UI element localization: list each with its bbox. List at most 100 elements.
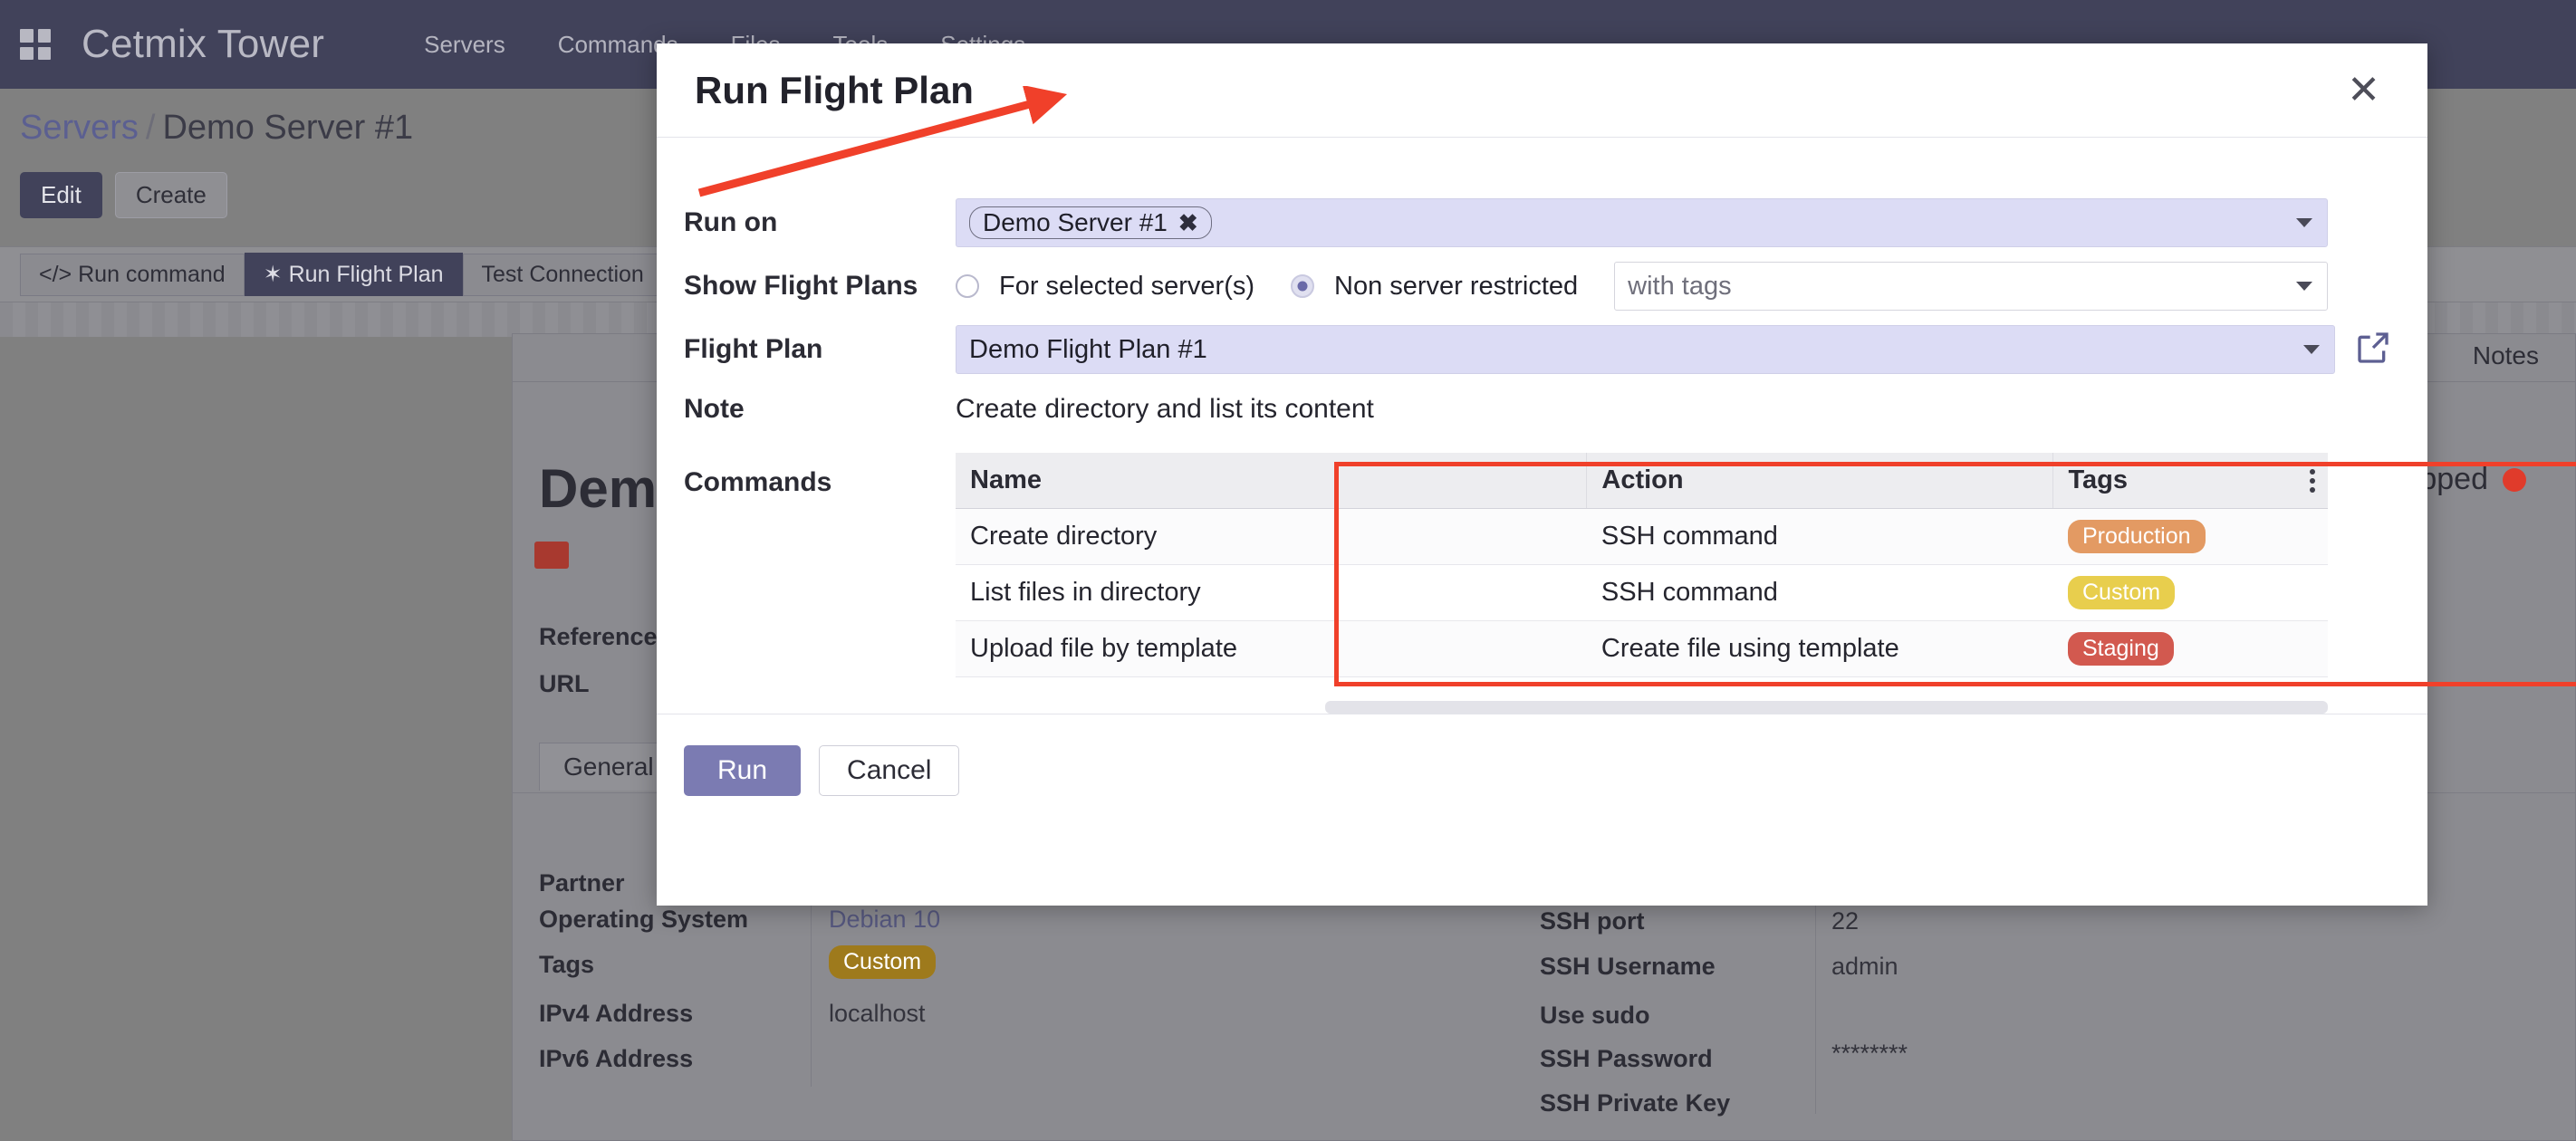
cell-action: SSH command (1586, 564, 2053, 621)
cell-tags: Production (2052, 508, 2328, 565)
radio-for-selected-servers[interactable]: For selected server(s) (956, 272, 1254, 302)
detail-left-divider (811, 869, 812, 1087)
notes-tab[interactable]: Notes (2472, 341, 2539, 369)
radio-icon-non-server-restricted[interactable] (1291, 274, 1315, 298)
form-row-flight-plan: Flight Plan Demo Flight Plan #1 (657, 322, 2427, 377)
edit-button[interactable]: Edit (20, 172, 102, 218)
cell-action: Create file using template (1586, 620, 2053, 677)
cancel-button[interactable]: Cancel (819, 744, 960, 796)
label-run-on: Run on (684, 207, 778, 237)
close-icon[interactable]: ✕ (2347, 67, 2380, 112)
run-flight-plan-button[interactable]: ✶ Run Flight Plan (244, 253, 463, 296)
cell-name: Create directory (956, 508, 1587, 565)
detail-value-ssh-password: ******** (1831, 1040, 1908, 1067)
field-run-on: Demo Server #1 ✖ (956, 198, 2427, 247)
detail-label-ssh-private-key: SSH Private Key (1540, 1089, 1731, 1117)
table-row[interactable]: Upload file by template Create file usin… (956, 620, 2328, 677)
dialog-footer: Run Cancel (657, 714, 2427, 826)
note-value: Create directory and list its content (956, 394, 1374, 424)
apps-grid-icon[interactable] (20, 29, 51, 60)
detail-label-tags: Tags (539, 951, 595, 978)
field-show-flight-plans: For selected server(s) Non server restri… (956, 262, 2427, 311)
table-row[interactable]: Create directory SSH command Production (956, 508, 2328, 565)
test-connection-button[interactable]: Test Connection (462, 253, 663, 296)
form-row-commands: Commands Name Action Tags (657, 453, 2427, 677)
with-tags-placeholder: with tags (1628, 271, 1732, 301)
detail-value-ssh-port: 22 (1831, 907, 1860, 935)
record-color-swatch[interactable] (534, 542, 569, 569)
breadcrumb-root[interactable]: Servers (20, 109, 139, 147)
table-row[interactable]: List files in directory SSH command Cust… (956, 564, 2328, 621)
detail-value-ipv4: localhost (829, 1000, 926, 1027)
tag-badge-custom: Custom (2067, 576, 2176, 609)
detail-value-ssh-username: admin (1831, 953, 1898, 980)
label-flight-plan: Flight Plan (684, 334, 823, 364)
detail-value-tags: Custom (829, 945, 937, 979)
run-on-input[interactable]: Demo Server #1 ✖ (956, 198, 2328, 247)
run-command-label: Run command (78, 261, 226, 287)
radio-label-for-selected-servers: For selected server(s) (999, 271, 1255, 301)
detail-label-ipv6: IPv6 Address (539, 1045, 694, 1072)
tab-general[interactable]: General (539, 743, 678, 791)
nav-item-servers[interactable]: Servers (424, 30, 505, 58)
radio-non-server-restricted[interactable]: Non server restricted (1291, 272, 1578, 302)
column-header-action[interactable]: Action (1586, 453, 2054, 509)
commands-table: Name Action Tags Create directory SSH co… (956, 453, 2328, 677)
server-chip-label: Demo Server #1 (983, 208, 1168, 236)
detail-label-use-sudo: Use sudo (1540, 1002, 1650, 1029)
field-flight-plan: Demo Flight Plan #1 (956, 325, 2427, 374)
detail-label-operating-system: Operating System (539, 906, 749, 933)
breadcrumb-separator: / (145, 109, 156, 147)
breadcrumb-current: Demo Server #1 (162, 109, 414, 147)
run-button[interactable]: Run (684, 744, 802, 796)
column-header-tags[interactable]: Tags (2052, 453, 2328, 509)
commands-header-row: Name Action Tags (956, 453, 2328, 509)
field-label-url: URL (539, 670, 590, 697)
detail-label-ssh-port: SSH port (1540, 907, 1645, 935)
kebab-menu-icon[interactable] (2310, 468, 2315, 493)
radio-label-non-server-restricted: Non server restricted (1334, 271, 1579, 301)
chevron-down-icon[interactable] (2303, 345, 2320, 354)
field-note: Create directory and list its content (956, 394, 2427, 425)
create-button[interactable]: Create (114, 172, 227, 218)
run-flight-plan-label: Run Flight Plan (288, 262, 444, 287)
commands-table-body: Create directory SSH command Production … (956, 508, 2328, 677)
detail-right-divider (1815, 906, 1816, 1114)
field-label-reference: Reference (539, 623, 658, 650)
plane-icon: ✶ (263, 262, 283, 287)
tag-badge-custom: Custom (829, 945, 937, 979)
detail-label-partner: Partner (539, 869, 625, 896)
chevron-down-icon[interactable] (2296, 218, 2312, 227)
tag-badge-production: Production (2067, 520, 2206, 553)
run-command-button[interactable]: </> Run command (20, 253, 245, 296)
external-link-icon[interactable] (2355, 330, 2391, 370)
breadcrumb: Servers / Demo Server #1 (20, 109, 413, 148)
with-tags-select[interactable]: with tags (1614, 262, 2328, 311)
remove-chip-icon[interactable]: ✖ (1177, 208, 1198, 236)
form-row-note: Note Create directory and list its conte… (657, 382, 2427, 436)
cell-name: Upload file by template (956, 620, 1587, 677)
field-with-tags: with tags (1614, 262, 2328, 311)
cell-tags: Custom (2052, 564, 2328, 621)
label-commands: Commands (684, 467, 832, 497)
label-note: Note (684, 394, 745, 424)
server-chip[interactable]: Demo Server #1 ✖ (969, 206, 1212, 239)
brand-title: Cetmix Tower (82, 22, 325, 66)
detail-label-ipv4: IPv4 Address (539, 1000, 694, 1027)
radio-icon-for-selected-servers[interactable] (956, 274, 979, 298)
detail-value-operating-system[interactable]: Debian 10 (829, 906, 941, 933)
flight-plan-select[interactable]: Demo Flight Plan #1 (956, 325, 2335, 374)
dialog-header: Run Flight Plan ✕ (657, 43, 2427, 138)
cell-action: SSH command (1586, 508, 2053, 565)
column-header-name[interactable]: Name (956, 453, 1588, 509)
record-tabs: General (539, 743, 678, 791)
chevron-down-icon[interactable] (2296, 282, 2312, 291)
horizontal-scrollbar[interactable] (1325, 701, 2328, 714)
dialog-title: Run Flight Plan (695, 68, 974, 111)
run-flight-plan-dialog: Run Flight Plan ✕ Run on Demo Server #1 … (657, 43, 2576, 906)
cell-tags: Staging (2052, 620, 2328, 677)
label-show-flight-plans: Show Flight Plans (684, 271, 918, 301)
column-header-tags-label: Tags (2068, 465, 2129, 494)
commands-table-head: Name Action Tags (956, 453, 2328, 509)
code-icon: </> (39, 261, 72, 287)
